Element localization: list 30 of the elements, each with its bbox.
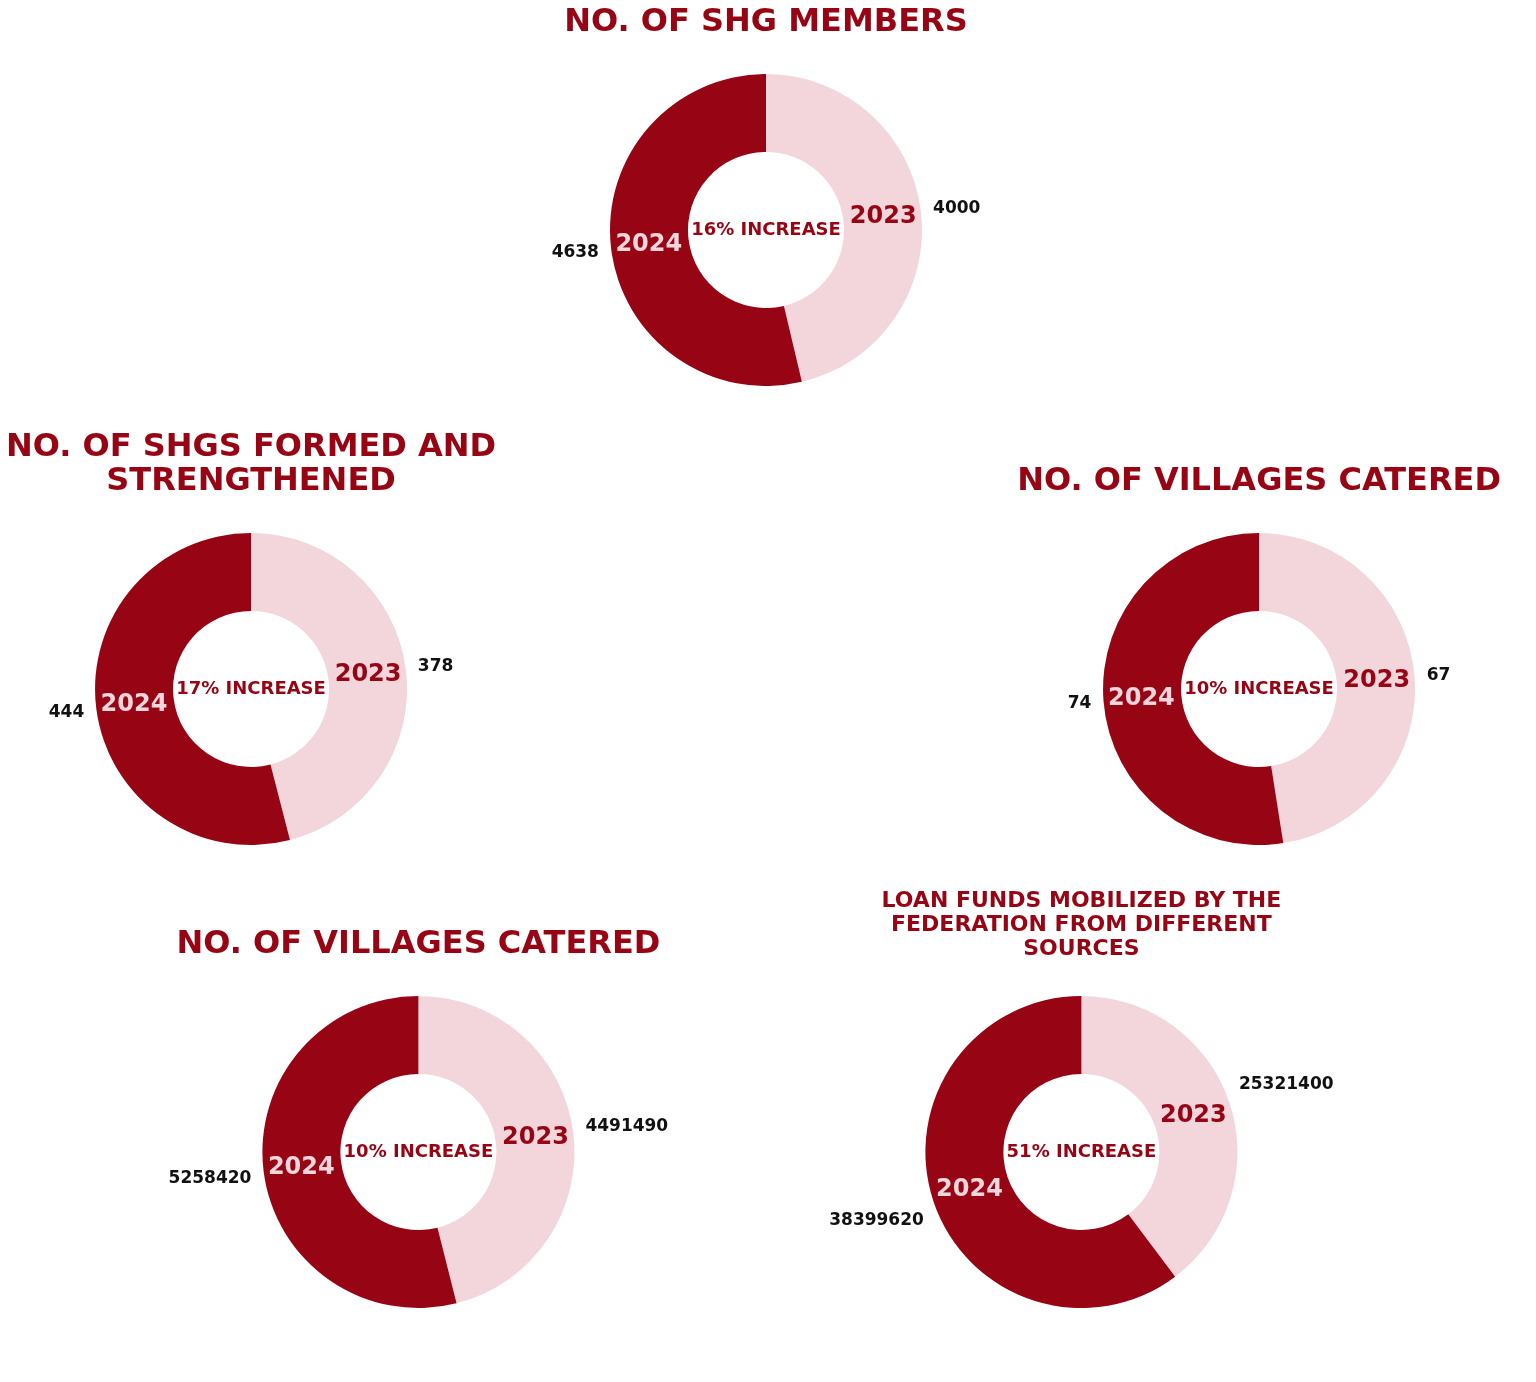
data-label: 4000: [933, 196, 981, 217]
slice-label: 2024: [615, 228, 683, 257]
data-label: 4491490: [585, 1115, 669, 1136]
text: 10% INCREASE: [1184, 677, 1334, 698]
slice-label: 2023: [334, 659, 402, 688]
text: 10% INCREASE: [343, 1140, 494, 1161]
slice-label: 2024: [100, 688, 168, 717]
data-label: 38399620: [829, 1209, 925, 1230]
chart-title: LOAN FUNDS MOBILIZED BY THE FEDERATION FROM DIFFERENT SOURCES: [881, 887, 1282, 960]
slice-label: 2024: [1108, 683, 1175, 712]
text: 51% INCREASE: [1006, 1140, 1157, 1161]
chart-title: NO. OF VILLAGES CATERED: [1017, 460, 1501, 498]
text: 16% INCREASE: [691, 218, 841, 239]
data-label: 67: [1426, 663, 1451, 684]
data-label: 444: [48, 701, 85, 722]
data-label: 25321400: [1238, 1072, 1334, 1093]
data-label: 5258420: [168, 1166, 252, 1187]
slice-label: 2024: [267, 1151, 335, 1180]
data-label: 378: [417, 654, 454, 675]
chart-title: NO. OF SHG MEMBERS: [564, 1, 968, 39]
slice-label: 2024: [936, 1174, 1003, 1203]
slice-label: 2023: [849, 201, 917, 230]
slice-label: 2023: [1159, 1099, 1227, 1128]
data-label: 4638: [551, 241, 599, 262]
chart-title: NO. OF VILLAGES CATERED: [176, 923, 661, 961]
data-label: 74: [1067, 692, 1092, 713]
chart-title: NO. OF SHGS FORMED AND STRENGTHENED: [5, 426, 497, 498]
text: 17% INCREASE: [176, 677, 326, 698]
slice-label: 2023: [502, 1122, 569, 1151]
slice-label: 2023: [1343, 664, 1411, 693]
